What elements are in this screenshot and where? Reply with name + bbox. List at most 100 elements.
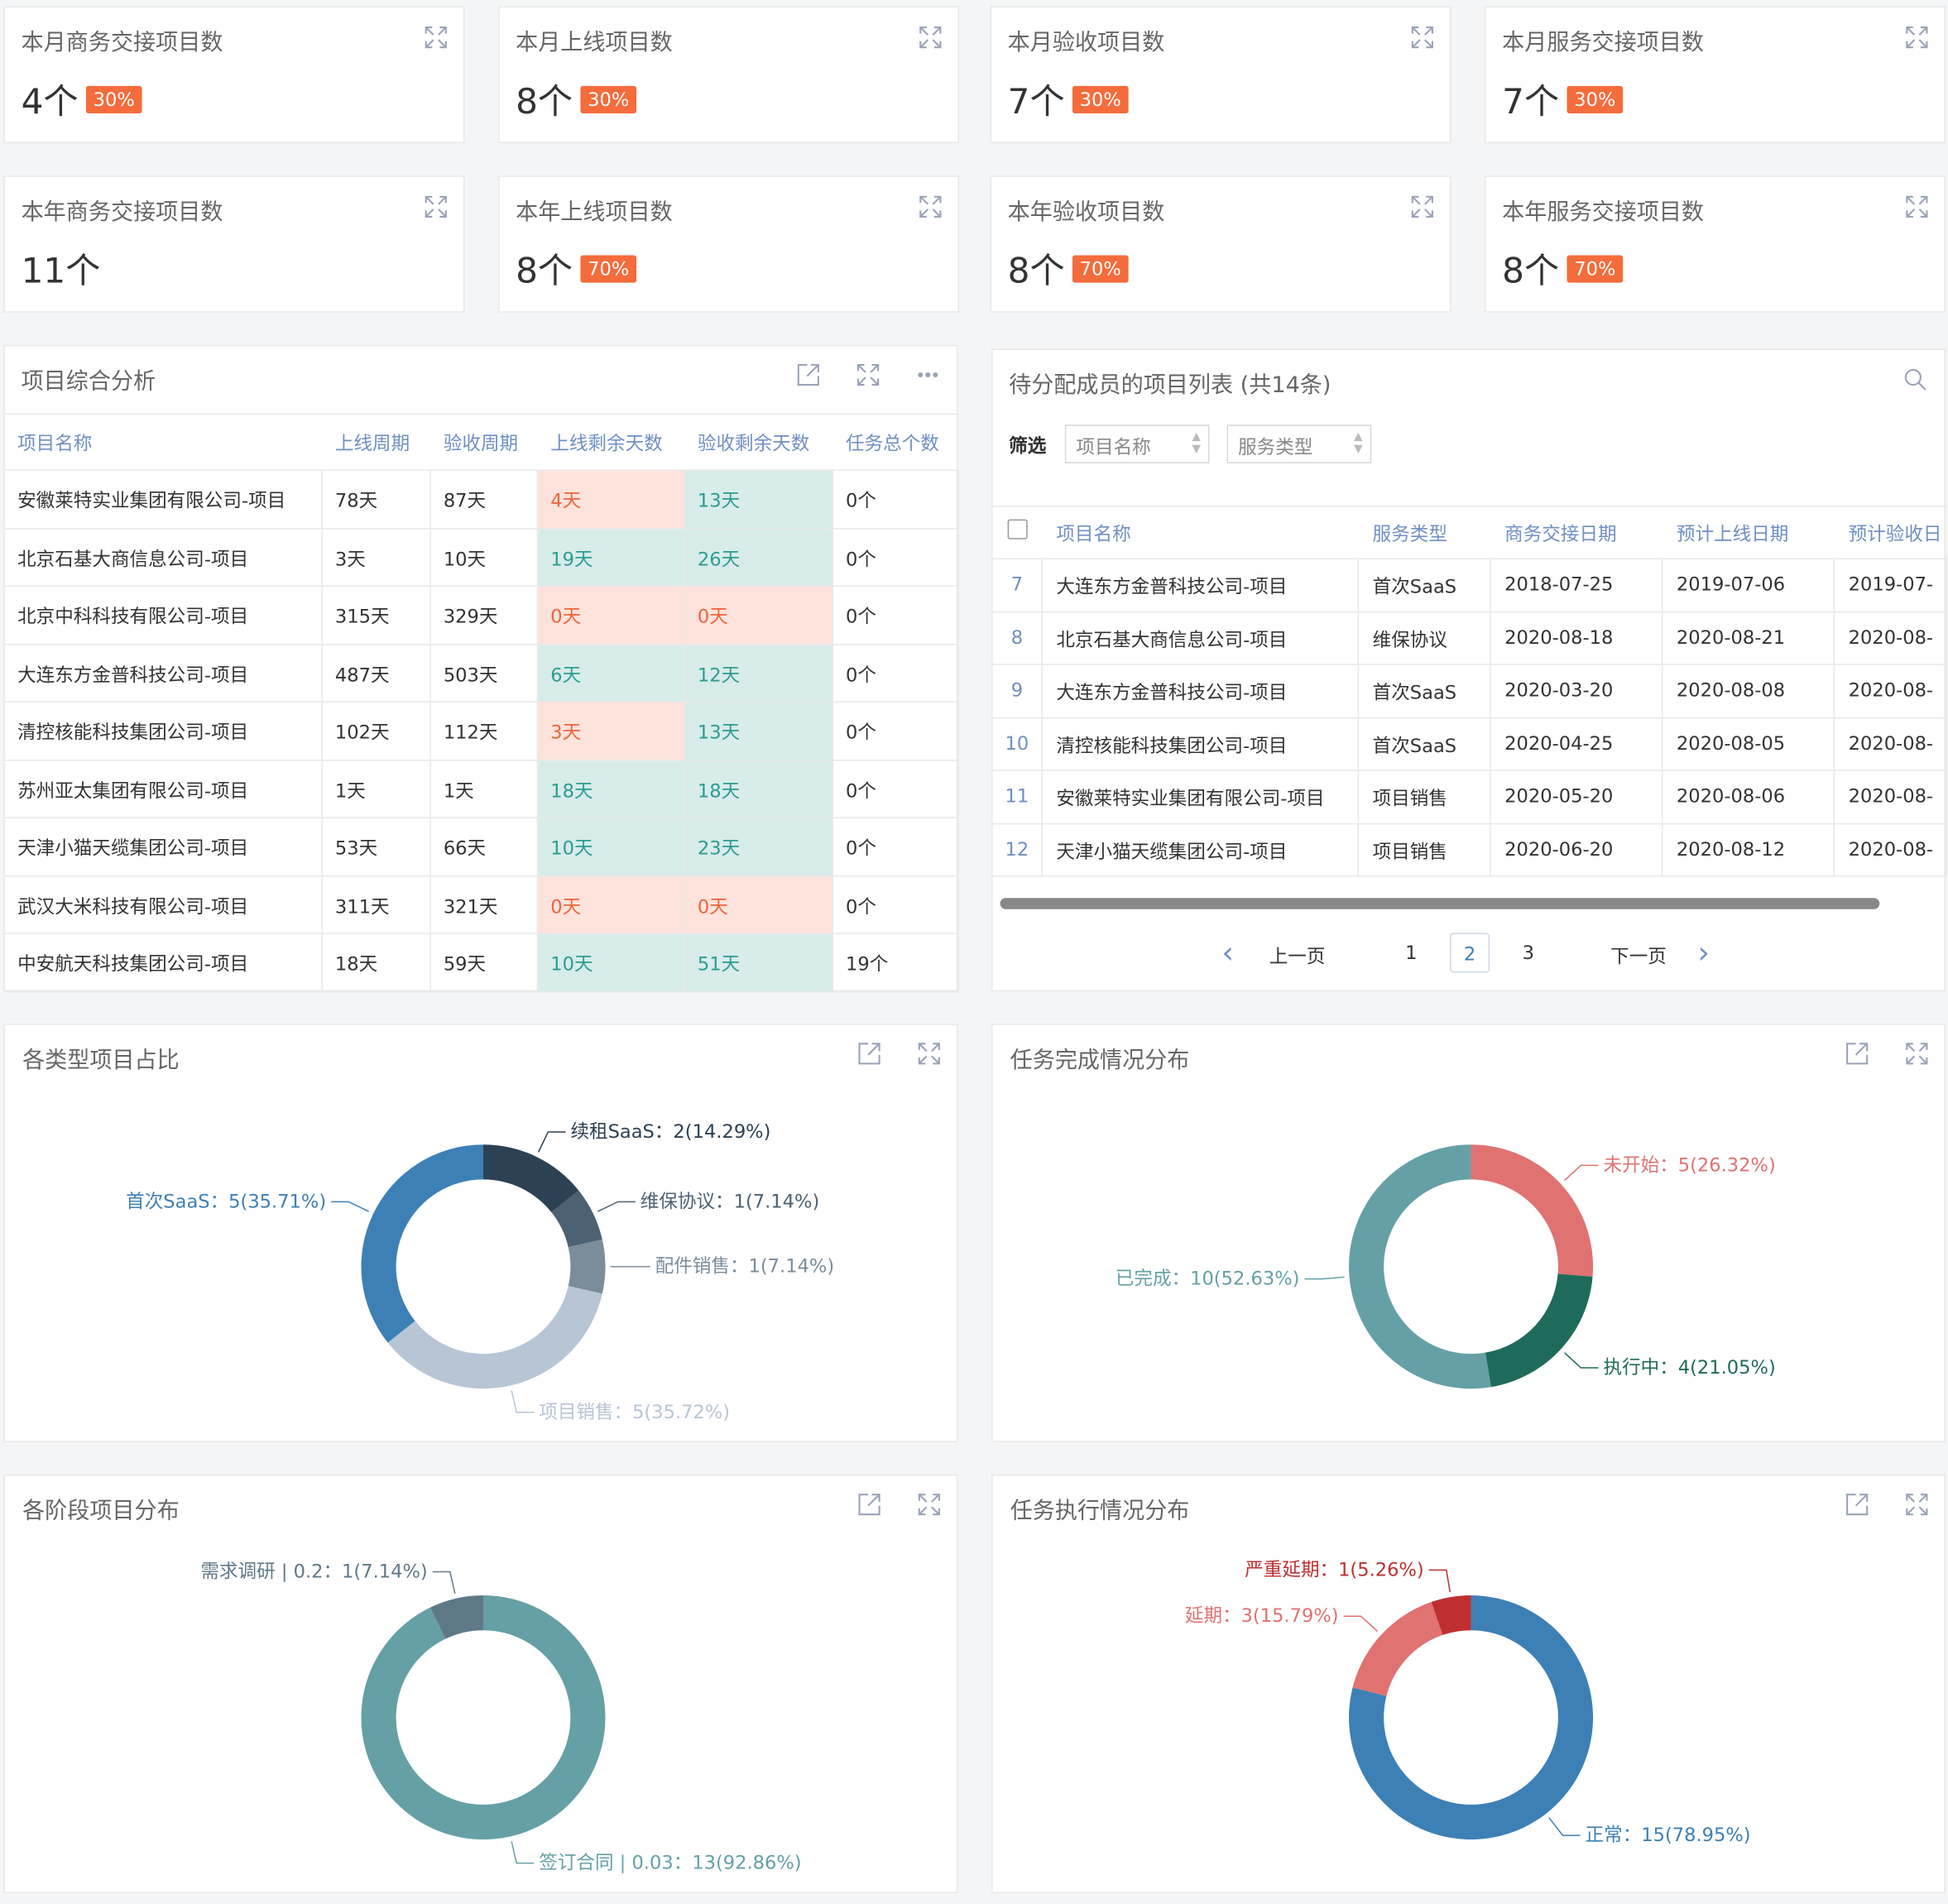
table-cell: 0个 xyxy=(832,470,959,529)
table-cell: 安徽莱特实业集团有限公司-项目 xyxy=(5,470,323,529)
header-cell: 商务交接日期 xyxy=(1504,523,1617,546)
icon-stroke xyxy=(425,195,447,218)
chart-title: 任务完成情况分布 xyxy=(1010,1047,1190,1074)
label-category: 执行中 xyxy=(1604,1357,1660,1379)
filter-select[interactable]: 服务类型 ▲ ▼ xyxy=(1226,424,1372,463)
chart: 签订合同 | 0.03：13(92.86%)需求调研 | 0.2：1(7.14%… xyxy=(200,1561,801,1873)
expand-icon[interactable] xyxy=(1903,24,1931,51)
value-text: 11个 xyxy=(21,250,101,292)
card-title: 本年验收项目数 xyxy=(1007,199,1165,226)
table-cell: 11 xyxy=(992,770,1043,824)
label-line xyxy=(1343,1615,1379,1633)
pie-slice xyxy=(1471,1144,1594,1277)
pie-slice xyxy=(551,1190,602,1248)
table-cell: 2020-08- xyxy=(1835,664,1947,718)
page-number[interactable]: 2 xyxy=(1449,933,1490,973)
table-cell: 6天 xyxy=(538,644,685,703)
select-arrow: ▲ ▼ xyxy=(1354,430,1363,456)
table-cell: 19天 xyxy=(538,528,685,587)
chart-panel: 任务执行情况分布 正常：15(78.95%) 延期：3(15.79%) 严重延期：1(… xyxy=(991,1475,1946,1893)
expand-icon[interactable] xyxy=(422,193,449,220)
next-page[interactable]: 下一页 xyxy=(1610,945,1667,968)
expand-icon[interactable] xyxy=(1903,1040,1931,1067)
export-icon[interactable] xyxy=(794,361,822,388)
table-cell: 12天 xyxy=(684,644,833,703)
expand-icon[interactable] xyxy=(422,24,449,51)
table-cell: 10天 xyxy=(430,528,539,587)
pie-slice xyxy=(387,1286,602,1389)
project-list-panel: 待分配成员的项目列表 (共14条) 筛选 项目名称 ▲ ▼ 服务类型 ▲ ▼ 项目名称 服务类型商… xyxy=(991,348,1947,992)
page-number[interactable]: 3 xyxy=(1522,941,1534,964)
table-cell: 0个 xyxy=(832,586,959,645)
icon-stroke xyxy=(1846,1494,1869,1516)
expand-icon[interactable] xyxy=(917,24,944,51)
table-cell: 首次SaaS xyxy=(1359,717,1491,771)
table-cell: 2020-08-18 xyxy=(1490,611,1663,665)
label-category: 项目销售 xyxy=(539,1401,613,1422)
table-cell: 2020-08-06 xyxy=(1663,770,1835,824)
prev-arrow[interactable]: ‹ xyxy=(1221,935,1234,971)
table-cell: 102天 xyxy=(322,702,431,760)
table-cell: 2019-07-06 xyxy=(1663,559,1835,612)
icon-stroke xyxy=(856,363,880,386)
value-text: 8个 xyxy=(516,250,573,292)
expand-icon[interactable] xyxy=(917,193,944,220)
table-cell: 10 xyxy=(992,717,1043,771)
icon-stroke xyxy=(1906,1494,1928,1516)
expand-icon[interactable] xyxy=(915,1491,943,1518)
page-number[interactable]: 1 xyxy=(1405,941,1418,964)
label-line xyxy=(1304,1276,1345,1280)
table-cell: 天津小猫天缆集团公司-项目 xyxy=(5,818,323,876)
export-icon[interactable] xyxy=(1844,1040,1871,1067)
table-cell: 23天 xyxy=(684,818,833,876)
filter-select[interactable]: 项目名称 ▲ ▼ xyxy=(1064,424,1210,463)
export-icon[interactable] xyxy=(1844,1491,1871,1518)
export-icon[interactable] xyxy=(856,1491,883,1518)
search-icon[interactable] xyxy=(1902,367,1929,394)
icon-stroke xyxy=(1411,26,1433,49)
header-cell: 验收周期 xyxy=(443,432,519,455)
slice-label: 配件销售：1(7.14%) xyxy=(655,1255,834,1277)
table-cell: 2020-08-05 xyxy=(1663,717,1835,771)
stat-card: 本年服务交接项目数 8个 70% xyxy=(1485,175,1946,313)
header-cell: 上线剩余天数 xyxy=(550,432,663,455)
label-value: 5(26.32%) xyxy=(1678,1154,1776,1176)
icon-stroke xyxy=(858,1494,880,1516)
chart-panel: 各阶段项目分布 签订合同 | 0.03：13(92.86%) 需求调研 | 0.2：… xyxy=(3,1475,958,1893)
prev-page[interactable]: 上一页 xyxy=(1269,945,1326,968)
pie-slice xyxy=(1431,1595,1471,1635)
table-cell: 0天 xyxy=(684,875,833,934)
card-title: 本月验收项目数 xyxy=(1007,30,1165,56)
table-cell: 大连东方金普科技公司-项目 xyxy=(1042,664,1360,718)
analysis-panel: 项目综合分析 项目名称 上线周期 验收周期 上线剩余天数 验收剩余天数 任务总个数 安徽莱特实… xyxy=(3,344,959,992)
expand-icon[interactable] xyxy=(1903,1491,1931,1518)
header-checkbox[interactable] xyxy=(1007,519,1028,540)
slice-label: 未开始：5(26.32%) xyxy=(1604,1154,1776,1176)
expand-icon[interactable] xyxy=(1903,193,1931,220)
table-cell: 2020-08- xyxy=(1835,770,1947,824)
stat-card: 本月验收项目数 7个 30% xyxy=(990,6,1451,144)
chart: 续租SaaS：2(14.29%)维保协议：1(7.14%)配件销售：1(7.14… xyxy=(126,1120,834,1422)
export-icon[interactable] xyxy=(856,1040,883,1067)
card-title: 本月上线项目数 xyxy=(516,30,673,56)
value-text: 7个 xyxy=(1502,80,1560,122)
expand-icon[interactable] xyxy=(915,1040,943,1067)
table-cell: 329天 xyxy=(430,586,539,645)
table-cell: 0天 xyxy=(538,586,685,645)
slice-label: 延期：3(15.79%) xyxy=(1185,1605,1339,1627)
next-arrow[interactable]: › xyxy=(1697,935,1710,971)
label-separator: ： xyxy=(210,1191,229,1212)
icon-stroke xyxy=(918,1494,940,1516)
label-value: 1(7.14%) xyxy=(749,1255,835,1277)
slice-label: 首次SaaS：5(35.71%) xyxy=(126,1191,326,1212)
more-icon[interactable] xyxy=(914,361,942,388)
filter-label: 筛选 xyxy=(1009,434,1047,458)
expand-icon[interactable] xyxy=(855,361,882,388)
header-cell: 项目名称 xyxy=(17,432,93,455)
expand-icon[interactable] xyxy=(1408,24,1436,51)
expand-icon[interactable] xyxy=(1408,193,1436,220)
label-separator: ： xyxy=(1659,1357,1678,1379)
table-cell: 2018-07-25 xyxy=(1490,559,1663,612)
table-cell: 武汉大米科技有限公司-项目 xyxy=(5,875,323,934)
badge: 70% xyxy=(580,255,637,283)
